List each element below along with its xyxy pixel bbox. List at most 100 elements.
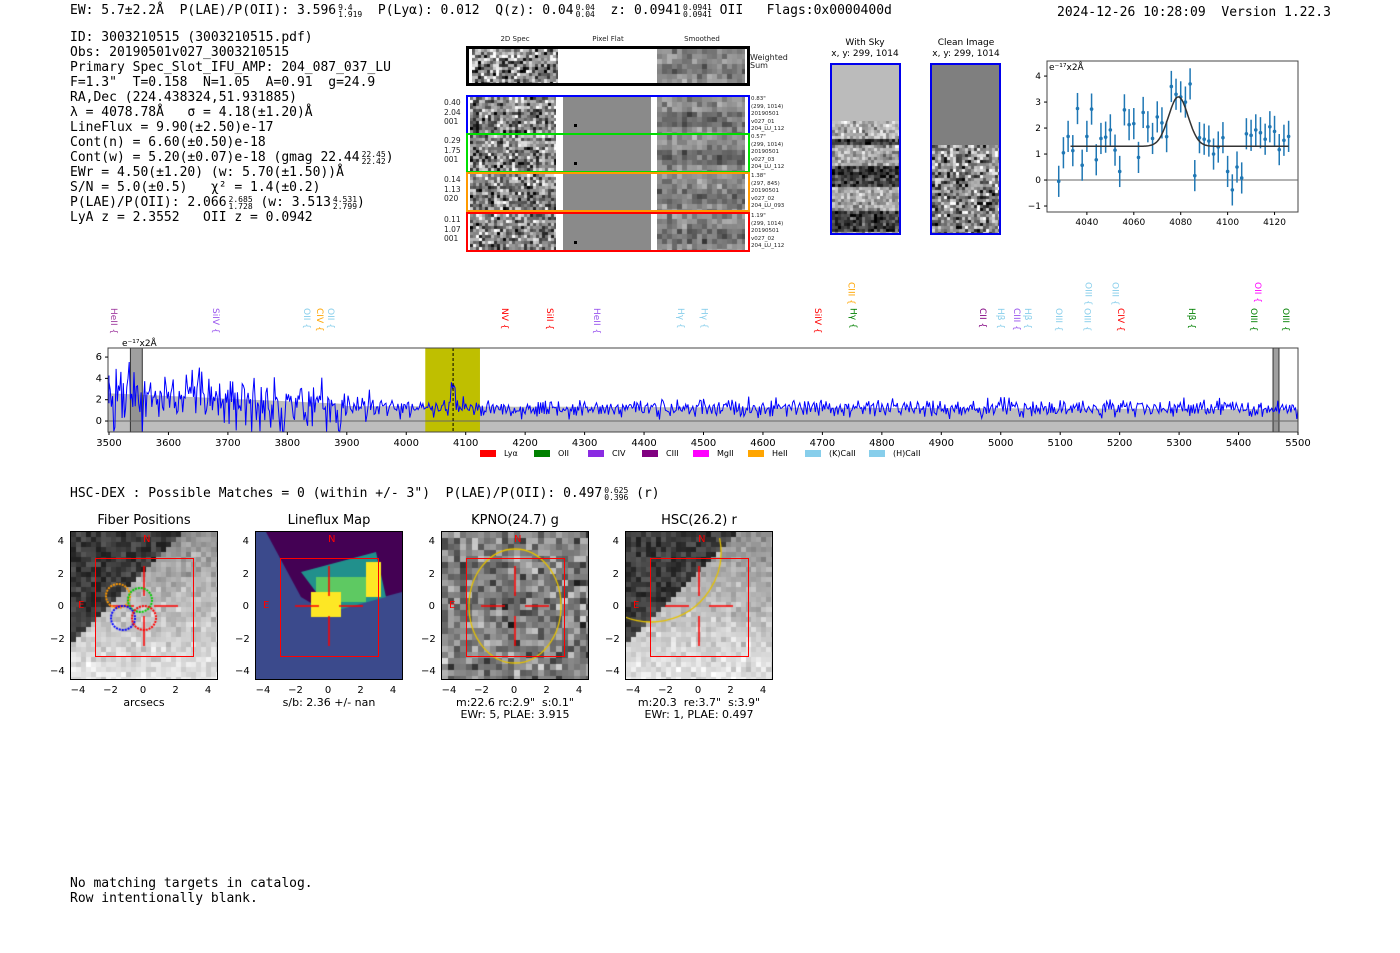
lo: 0.04 <box>575 9 595 19</box>
line-label: SiII { <box>544 308 554 330</box>
data-point <box>1146 124 1150 129</box>
xy: x, y: 299, 1014 <box>932 49 1000 59</box>
y-tick-label: 0 <box>242 601 249 612</box>
stat: 020 <box>444 194 459 203</box>
x-tick-label: 4600 <box>750 438 775 449</box>
info: (299, 1014) <box>751 141 784 148</box>
timestamp: 2024-12-26 10:28:09 <box>1057 5 1206 20</box>
clean-image <box>930 63 1001 235</box>
line-fit-chart: 4040 4060 4080 4100 4120 −1 0 1 2 3 4 e⁻¹⁷x2Å <box>1028 60 1299 228</box>
line-label: CIV { <box>1115 308 1125 332</box>
fiber-row-stats: 0.14 1.13 020 <box>444 175 461 204</box>
data-point <box>1192 173 1197 178</box>
qz-range: 0.04 0.04 <box>575 3 595 19</box>
title: Clean Image <box>937 38 995 48</box>
x-tick-label: 5500 <box>1285 438 1310 449</box>
info: 204_LU_112 <box>751 126 785 132</box>
y-tick-label: −4 <box>421 666 436 677</box>
sky-noise <box>832 121 899 233</box>
title: With Sky <box>845 38 885 48</box>
gaussian-fit <box>1070 96 1289 147</box>
info: v027_02 <box>751 235 775 242</box>
x-tick-label: 4400 <box>631 438 656 449</box>
spectrum-line <box>108 361 1299 433</box>
east-label: E <box>263 600 270 611</box>
data-point <box>1230 188 1235 192</box>
north-label: N <box>143 534 151 545</box>
data-point <box>1122 108 1127 112</box>
info: v027_03 <box>751 156 775 163</box>
hsc-summary: HSC-DEX : Possible Matches = 0 (within +… <box>70 486 660 501</box>
x-tick-label: 4700 <box>810 438 835 449</box>
col-title-smoothed: Smoothed <box>684 35 720 43</box>
data-point <box>1197 135 1202 140</box>
panel-image: N E <box>70 531 218 680</box>
panel-caption: arcsecs <box>60 697 228 709</box>
ew-value: EW: 5.7±2.2Å <box>70 3 164 18</box>
xy: x, y: 299, 1014 <box>831 49 899 59</box>
data-point <box>1080 163 1084 168</box>
y-tick-label: 2 <box>428 568 435 580</box>
weighted-smoothed-image <box>657 49 745 83</box>
x-tick-label: 4080 <box>1169 218 1192 228</box>
y-tick-label: 6 <box>96 352 102 363</box>
y-tick-label: 4 <box>57 536 64 547</box>
fiber-row-box <box>466 133 750 173</box>
x-tick-label: 0 <box>139 685 147 696</box>
caption-line: EWr: 5, PLAE: 3.915 <box>460 708 570 721</box>
gmag-range: 22.45 22.42 <box>361 149 386 165</box>
footer-line-2: Row intentionally blank. <box>70 891 258 906</box>
legend-swatch <box>534 450 550 457</box>
pixel-flat-image <box>563 174 651 210</box>
x-tick-label: −2 <box>103 685 118 696</box>
y-tick-label: −2 <box>50 633 65 645</box>
y-tick-label: 3 <box>1035 98 1041 108</box>
y-tick-label: −4 <box>605 666 620 677</box>
pixel-flat-image <box>563 97 651 133</box>
line-label: NV { <box>499 308 509 329</box>
spectrum-chart: 3500 3600 3700 3800 3900 4000 4100 4200 4300 4400… <box>96 282 1311 449</box>
fiber-row-info: 1.19" (299, 1014) 20190501 v027_02 204_LU_11… <box>751 213 784 251</box>
east-label: E <box>449 600 456 611</box>
hi: 4.531 <box>332 194 358 204</box>
x-tick-label: 2 <box>357 685 364 696</box>
col-title-2dspec: 2D Spec <box>500 35 530 43</box>
line-label: CII { <box>977 308 987 328</box>
data-point <box>1103 135 1108 139</box>
legend-swatch <box>480 450 496 457</box>
y-tick-label: 0 <box>612 601 619 612</box>
x-tick-label: 5300 <box>1166 438 1191 449</box>
line-label: OII { <box>301 308 311 329</box>
plae-w-range: 4.531 2.799 <box>332 194 358 210</box>
legend-label: Lyα <box>504 449 518 458</box>
footer-line-1: No matching targets in catalog. <box>70 876 313 891</box>
hi: 22.45 <box>361 149 386 159</box>
info: 20190501 <box>751 188 779 194</box>
x-tick-label: 3900 <box>334 438 359 449</box>
x-tick-label: 0 <box>694 685 702 696</box>
caption-line: s/b: 2.36 +/- nan <box>282 696 376 709</box>
fiber-2d-image <box>470 174 556 210</box>
data-point <box>1141 110 1145 115</box>
north-label: N <box>514 534 522 545</box>
stat: 0.40 <box>444 98 461 107</box>
data-point <box>1164 134 1169 139</box>
x-tick-label: 0 <box>324 685 332 696</box>
panel-image: N E <box>441 531 589 680</box>
y-tick-label: 4 <box>1035 72 1041 82</box>
pixel-flat-image <box>563 214 651 250</box>
fiber-row-stats: 0.29 1.75 001 <box>444 136 461 165</box>
obs-line: Obs: 20190501v027_3003210515 <box>70 45 290 60</box>
north-label: N <box>328 534 336 545</box>
data-point <box>1207 139 1211 143</box>
line-label: Hβ { <box>1186 308 1196 329</box>
x-tick-label: 4900 <box>929 438 954 449</box>
legend-item: HeII <box>748 449 788 458</box>
caption-line: m:22.6 rc:2.9" s:0.1" <box>456 696 574 709</box>
panel-caption: m:22.6 rc:2.9" s:0.1" EWr: 5, PLAE: 3.915 <box>431 697 599 721</box>
legend-label: HeII <box>772 449 788 458</box>
x-tick-label: −4 <box>70 685 86 696</box>
data-point <box>1071 148 1075 153</box>
legend-item: CIII <box>642 449 679 458</box>
fiber-row-info: 0.83" (299, 1014) 20190501 v027_01 204_LU_11… <box>751 96 784 134</box>
